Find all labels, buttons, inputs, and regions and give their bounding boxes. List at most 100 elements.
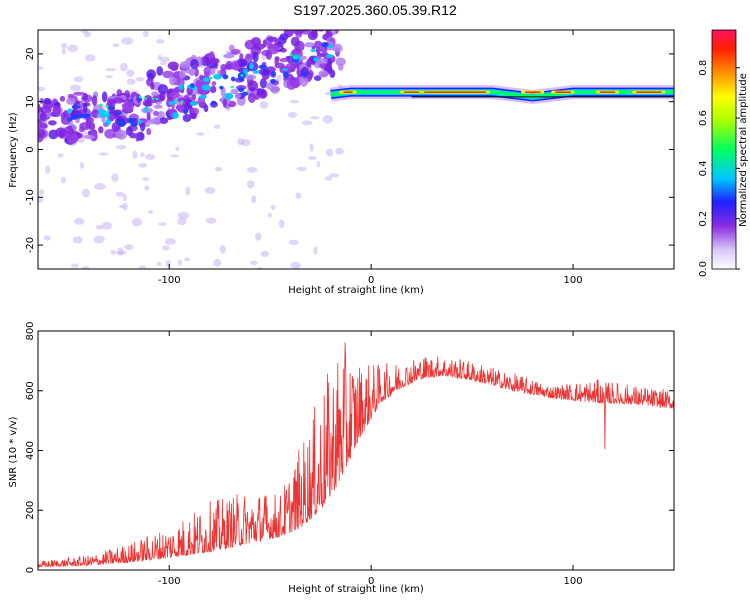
spectrogram-cell xyxy=(113,97,124,104)
spectrogram-cell xyxy=(277,36,287,45)
spectrogram-cell xyxy=(67,117,73,122)
spectrogram-cell xyxy=(184,257,191,262)
spectrogram-cell xyxy=(190,58,199,70)
spectrogram-cell xyxy=(332,30,337,36)
spectrogram-cell xyxy=(43,97,52,105)
spectrogram-cell xyxy=(159,91,166,102)
spectrogram-cell xyxy=(265,82,274,90)
spectrogram-cell xyxy=(38,198,44,203)
snr-xtick-label: 100 xyxy=(564,576,583,587)
spectrogram-cell xyxy=(189,112,198,120)
spectrogram-cell xyxy=(125,126,133,136)
spectrogram-cell xyxy=(252,70,260,74)
spectrogram-cell xyxy=(39,97,45,104)
spectrogram-cell xyxy=(164,238,176,245)
colorbar: 0.0 0.2 0.4 0.6 0.8 Normalized spectral ampl… xyxy=(698,29,749,277)
spectrogram-cell xyxy=(315,46,321,55)
spectrogram-cell xyxy=(279,57,289,63)
spectrogram-cell xyxy=(296,166,307,171)
spectrogram-cell xyxy=(143,97,147,100)
spectrogram-cell xyxy=(230,48,241,55)
spectrogram-cell xyxy=(104,128,116,139)
spectrogram-cell xyxy=(93,183,106,190)
spectrogram-cell xyxy=(60,115,71,125)
spectrogram-cell xyxy=(122,202,128,211)
spectrogram-cell xyxy=(156,66,164,76)
spectrogram-cell xyxy=(318,70,329,78)
spectrogram-cell xyxy=(61,42,68,49)
spectrogram-cell xyxy=(246,167,258,173)
spectrogram-cell xyxy=(72,236,83,244)
spectrogram-cell xyxy=(126,78,136,85)
spectrogram-cell xyxy=(151,91,159,97)
spectrogram-cell xyxy=(230,76,236,82)
spectrogram-background xyxy=(38,30,674,269)
spectrogram-cell xyxy=(124,244,134,251)
spectrogram-cell xyxy=(201,84,211,91)
spectrogram-cell xyxy=(304,42,315,48)
spectrogram-cell xyxy=(107,98,113,107)
spectrogram-cell xyxy=(117,247,124,256)
spectrogram-cell xyxy=(157,222,167,226)
spectrogram-cell xyxy=(209,85,217,94)
spectrogram-cell xyxy=(93,235,105,244)
spectrogram-cell xyxy=(205,217,217,224)
spectrogram-cell xyxy=(240,74,244,77)
spectrogram-cell xyxy=(185,186,191,196)
spectrogram-cell xyxy=(142,177,150,181)
spectrogram-cell xyxy=(115,191,124,198)
spectrogram-cell xyxy=(116,111,122,116)
spectrogram-cell xyxy=(222,74,229,80)
spectrogram-cell xyxy=(203,66,211,76)
spectrogram-cell xyxy=(174,99,178,102)
spectrogram-cell xyxy=(70,114,79,120)
spectrogram-cell xyxy=(38,103,41,114)
spectrogram-cell xyxy=(126,117,135,124)
spectrogram-cell xyxy=(170,154,179,158)
spectrogram-cell xyxy=(335,147,344,155)
spectrogram-cell xyxy=(258,68,270,76)
spectrogram-cell xyxy=(146,77,154,87)
snr-ylabel: SNR (10 * v/v) xyxy=(8,416,19,487)
spectrogram-cell xyxy=(99,103,103,107)
spectrogram-cell xyxy=(213,124,221,130)
spectrogram-cell xyxy=(168,101,177,105)
spectrogram-cell xyxy=(38,120,43,131)
spectrogram-cell xyxy=(301,120,313,126)
spectrogram-cell xyxy=(325,30,330,39)
spectrogram-cell xyxy=(244,39,257,50)
spectrogram-cell xyxy=(267,43,280,55)
spectrogram-cell xyxy=(253,43,265,50)
spectrogram-cell xyxy=(135,132,140,142)
snr-background xyxy=(38,331,674,570)
spectrogram-cell xyxy=(322,114,334,124)
spectrogram-cell xyxy=(63,126,75,138)
spectrogram-cell xyxy=(295,192,302,199)
spectrogram-cell xyxy=(130,122,138,127)
snr-xtick-label: 0 xyxy=(368,576,374,587)
spectrogram-cell xyxy=(329,173,340,178)
spectrogram-cell xyxy=(219,85,224,90)
spectrogram-cell xyxy=(266,36,278,42)
spectrogram-cell xyxy=(203,104,209,113)
spectrogram-cell xyxy=(247,92,256,103)
spectrogram-cell xyxy=(144,94,153,103)
spectrogram-cell xyxy=(146,128,152,136)
spectrogram-xtick-label: 0 xyxy=(368,275,374,286)
spectrogram-cell xyxy=(38,86,46,92)
spectrogram-cell xyxy=(153,110,159,117)
spectrogram-cell xyxy=(270,71,277,78)
spectrogram-cell xyxy=(313,246,318,255)
spectrogram-cell xyxy=(83,113,91,119)
spectrogram-ytick-label: -10 xyxy=(25,189,36,205)
spectrogram-ytick-label: 10 xyxy=(25,95,36,108)
spectrogram-cell xyxy=(171,112,179,119)
spectrogram-xtick-label: -100 xyxy=(158,275,181,286)
snr-series-line xyxy=(38,342,674,568)
spectrogram-cell xyxy=(101,91,108,103)
spectrogram-cell xyxy=(79,122,92,131)
spectrogram-cell xyxy=(332,43,343,53)
spectrogram-cell xyxy=(320,45,328,54)
spectrogram-cell xyxy=(73,76,84,83)
spectrogram-cell xyxy=(292,30,304,35)
